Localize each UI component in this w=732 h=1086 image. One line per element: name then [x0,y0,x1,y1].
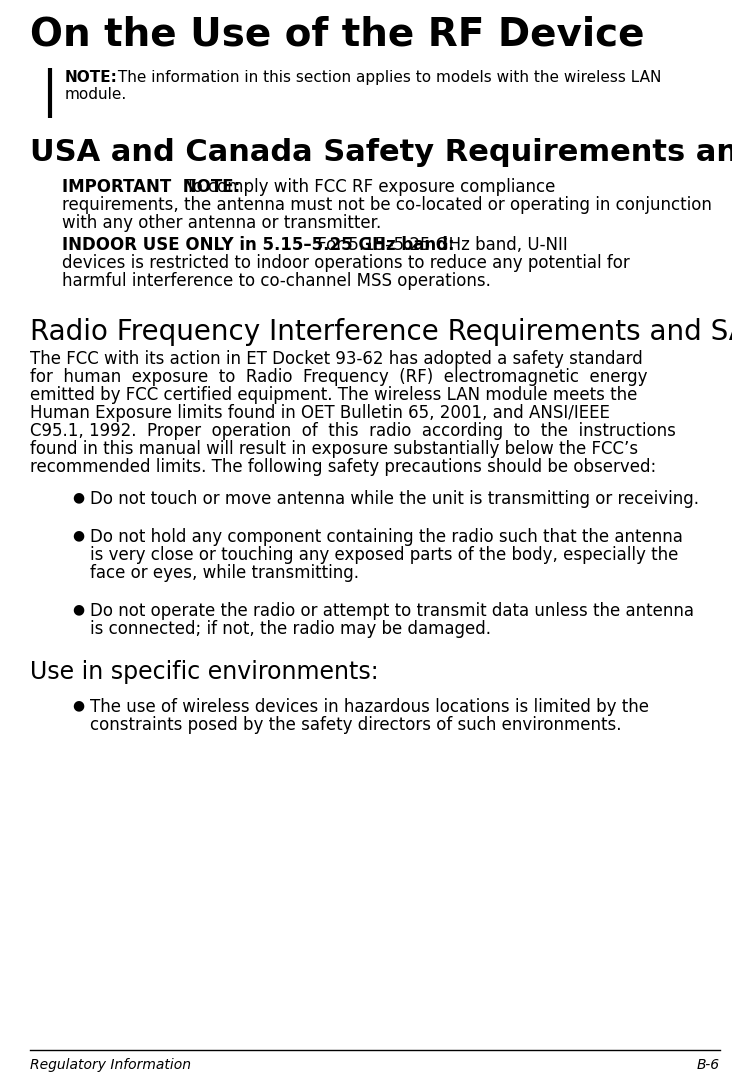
Text: harmful interference to co-channel MSS operations.: harmful interference to co-channel MSS o… [62,272,491,290]
Text: Do not touch or move antenna while the unit is transmitting or receiving.: Do not touch or move antenna while the u… [90,490,699,508]
Text: Use in specific environments:: Use in specific environments: [30,660,378,684]
Text: ●: ● [72,490,84,504]
Text: ●: ● [72,698,84,712]
Text: C95.1, 1992.  Proper  operation  of  this  radio  according  to  the  instructio: C95.1, 1992. Proper operation of this ra… [30,422,676,440]
Text: is connected; if not, the radio may be damaged.: is connected; if not, the radio may be d… [90,620,491,637]
Text: with any other antenna or transmitter.: with any other antenna or transmitter. [62,214,381,232]
Text: IMPORTANT  NOTE:: IMPORTANT NOTE: [62,178,240,195]
Text: constraints posed by the safety directors of such environments.: constraints posed by the safety director… [90,716,621,734]
Text: Regulatory Information: Regulatory Information [30,1058,191,1072]
Text: ●: ● [72,602,84,616]
Text: NOTE:: NOTE: [65,70,118,85]
Text: The FCC with its action in ET Docket 93-62 has adopted a safety standard: The FCC with its action in ET Docket 93-… [30,350,643,368]
Text: To comply with FCC RF exposure compliance: To comply with FCC RF exposure complianc… [180,178,556,195]
Text: face or eyes, while transmitting.: face or eyes, while transmitting. [90,564,359,582]
Text: requirements, the antenna must not be co-located or operating in conjunction: requirements, the antenna must not be co… [62,195,712,214]
Text: Radio Frequency Interference Requirements and SAR: Radio Frequency Interference Requirement… [30,318,732,346]
Text: The information in this section applies to models with the wireless LAN: The information in this section applies … [113,70,662,85]
Text: module.: module. [65,87,127,102]
Text: ●: ● [72,528,84,542]
Text: is very close or touching any exposed parts of the body, especially the: is very close or touching any exposed pa… [90,546,679,564]
Text: emitted by FCC certified equipment. The wireless LAN module meets the: emitted by FCC certified equipment. The … [30,386,638,404]
Text: Do not hold any component containing the radio such that the antenna: Do not hold any component containing the… [90,528,683,546]
Text: For 5.15–5.25 GHz band, U-NII: For 5.15–5.25 GHz band, U-NII [312,236,568,254]
Text: B-6: B-6 [697,1058,720,1072]
Text: INDOOR USE ONLY in 5.15–5.25 GHz band:: INDOOR USE ONLY in 5.15–5.25 GHz band: [62,236,455,254]
Text: Human Exposure limits found in OET Bulletin 65, 2001, and ANSI/IEEE: Human Exposure limits found in OET Bulle… [30,404,610,422]
Text: On the Use of the RF Device: On the Use of the RF Device [30,15,644,53]
Text: for  human  exposure  to  Radio  Frequency  (RF)  electromagnetic  energy: for human exposure to Radio Frequency (R… [30,368,648,386]
Text: USA and Canada Safety Requirements and Notices: USA and Canada Safety Requirements and N… [30,138,732,167]
Text: found in this manual will result in exposure substantially below the FCC’s: found in this manual will result in expo… [30,440,638,458]
Text: The use of wireless devices in hazardous locations is limited by the: The use of wireless devices in hazardous… [90,698,649,716]
Text: devices is restricted to indoor operations to reduce any potential for: devices is restricted to indoor operatio… [62,254,630,272]
Text: recommended limits. The following safety precautions should be observed:: recommended limits. The following safety… [30,458,657,476]
Text: Do not operate the radio or attempt to transmit data unless the antenna: Do not operate the radio or attempt to t… [90,602,694,620]
